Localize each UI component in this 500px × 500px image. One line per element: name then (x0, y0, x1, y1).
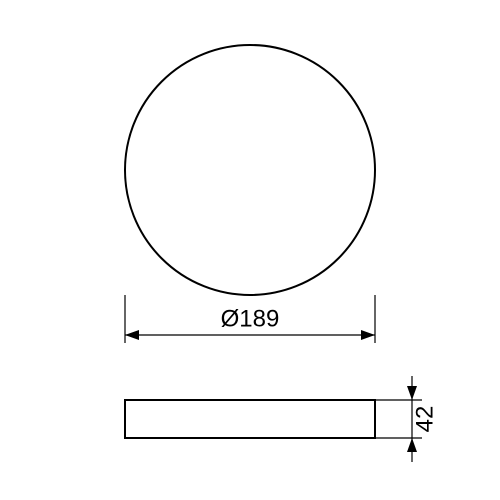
arrowhead-bottom (407, 438, 417, 452)
arrowhead-top (407, 386, 417, 400)
side-view-rect (125, 400, 375, 438)
diameter-label: Ø189 (221, 305, 280, 332)
height-dimension: 42 (375, 376, 438, 462)
technical-drawing: Ø189 42 (0, 0, 500, 500)
arrowhead-right (361, 330, 375, 340)
height-label: 42 (411, 406, 438, 433)
arrowhead-left (125, 330, 139, 340)
diameter-dimension: Ø189 (125, 295, 375, 343)
top-view-circle (125, 45, 375, 295)
